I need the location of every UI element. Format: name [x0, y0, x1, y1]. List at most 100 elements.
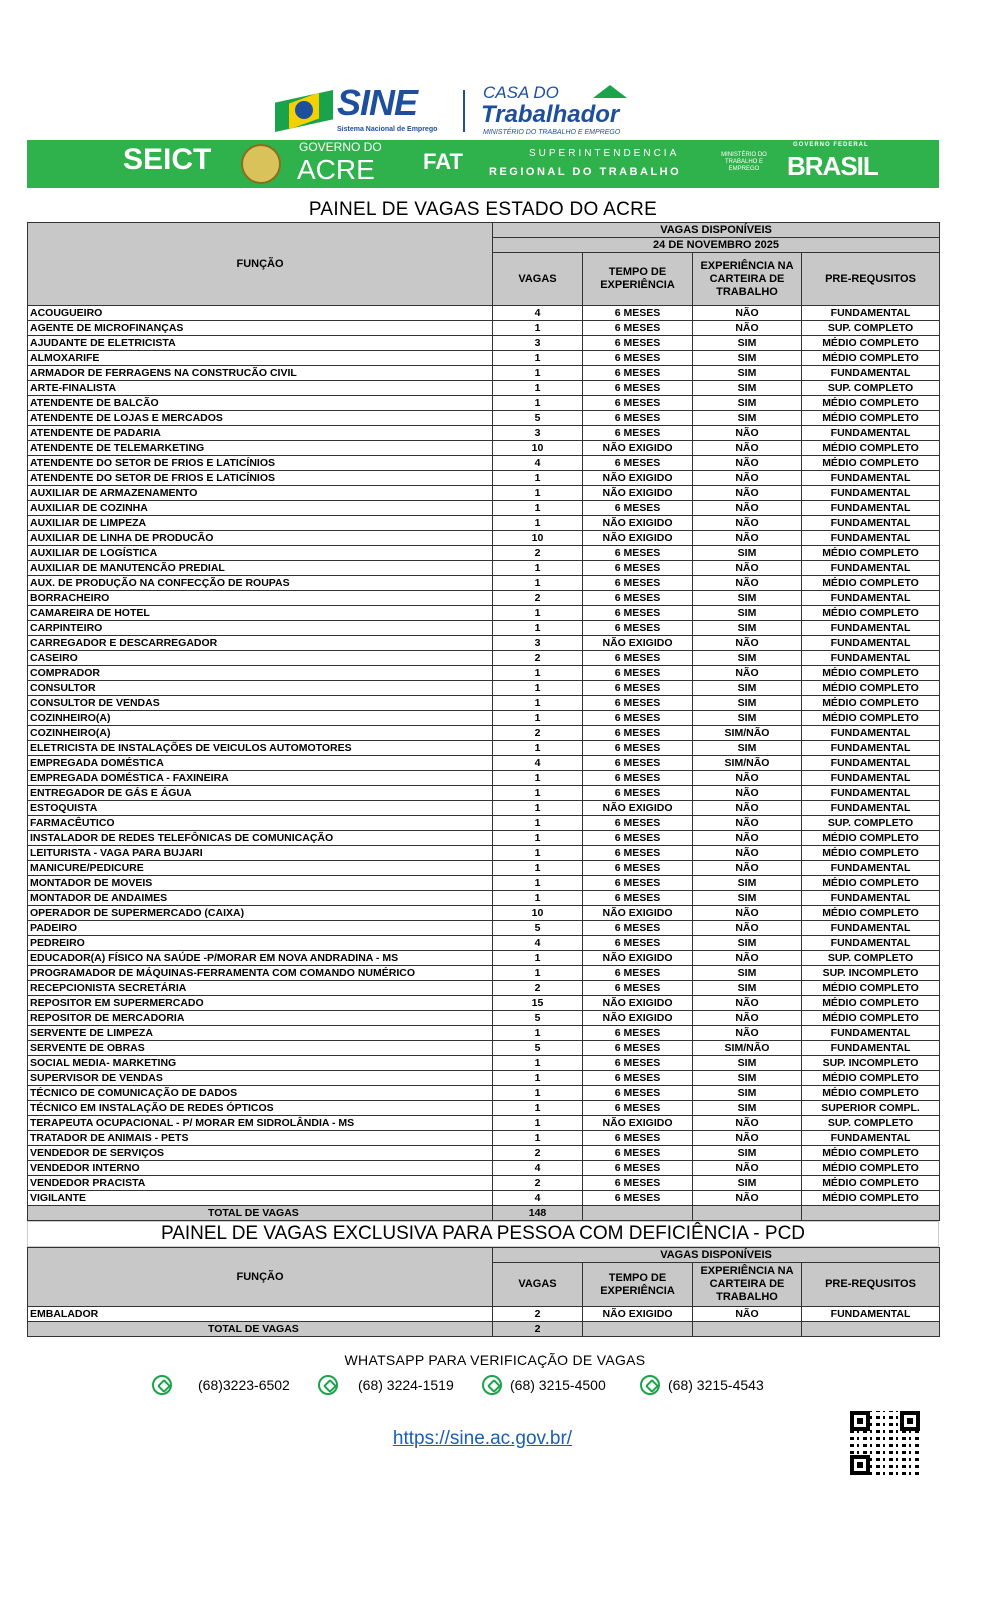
- cell-experiencia: SIM: [692, 1145, 802, 1161]
- cell-requisitos: FUNDAMENTAL: [800, 590, 941, 606]
- phone-number[interactable]: (68) 3224-1519: [358, 1377, 454, 1393]
- cell-vagas: 1: [492, 485, 583, 501]
- table-row: BORRACHEIRO 2 6 MESES SIM FUNDAMENTAL: [27, 590, 941, 606]
- cell-vagas: 1: [492, 1025, 583, 1041]
- phone-4[interactable]: (68) 3215-4543: [640, 1375, 764, 1395]
- cell-funcao: AUXILIAR DE LIMPEZA: [27, 515, 493, 531]
- cell-funcao: AGENTE DE MICROFINANÇAS: [27, 320, 493, 336]
- header-funcao: FUNÇÃO: [27, 222, 493, 306]
- cell-funcao: VENDEDOR DE SERVIÇOS: [27, 1145, 493, 1161]
- cell-requisitos: MÉDIO COMPLETO: [800, 980, 941, 996]
- sine-subtitle: Sistema Nacional de Emprego: [337, 126, 438, 133]
- cell-vagas: 1: [492, 380, 583, 396]
- cell-funcao: TERAPEUTA OCUPACIONAL - P/ MORAR EM SIDR…: [27, 1115, 493, 1131]
- cell-experiencia: SIM: [692, 395, 802, 411]
- governo-federal-text: GOVERNO FEDERAL: [793, 142, 869, 148]
- phone-number[interactable]: (68) 3215-4543: [668, 1377, 764, 1393]
- cell-vagas: 1: [492, 695, 583, 711]
- cell-tempo: NÃO EXIGIDO: [582, 485, 693, 501]
- cell-funcao: ENTREGADOR DE GÁS E ÁGUA: [27, 785, 493, 801]
- cell-requisitos: FUNDAMENTAL: [800, 470, 941, 486]
- cell-tempo: NÃO EXIGIDO: [582, 1115, 693, 1131]
- table-row: PEDREIRO 4 6 MESES SIM FUNDAMENTAL: [27, 935, 941, 951]
- phone-3[interactable]: (68) 3215-4500: [482, 1375, 606, 1395]
- cell-requisitos: FUNDAMENTAL: [800, 635, 941, 651]
- cell-experiencia: SIM: [692, 980, 802, 996]
- table-row: SERVENTE DE OBRAS 5 6 MESES SIM/NÃO FUNDAMEN…: [27, 1040, 941, 1056]
- phone-number[interactable]: (68) 3215-4500: [510, 1377, 606, 1393]
- cell-experiencia: SIM: [692, 365, 802, 381]
- cell-vagas: 5: [492, 920, 583, 936]
- table-row: OPERADOR DE SUPERMERCADO (CAIXA) 10 NÃO EX…: [27, 905, 941, 921]
- cell-experiencia: NÃO: [692, 320, 802, 336]
- cell-experiencia: NÃO: [692, 905, 802, 921]
- cell-tempo: 6 MESES: [582, 695, 693, 711]
- cell-requisitos: MÉDIO COMPLETO: [800, 455, 941, 471]
- cell-experiencia: SIM: [692, 590, 802, 606]
- cell-funcao: SOCIAL MEDIA- MARKETING: [27, 1055, 493, 1071]
- cell-vagas: 1: [492, 1085, 583, 1101]
- cell-funcao: REPOSITOR EM SUPERMERCADO: [27, 995, 493, 1011]
- phone-2[interactable]: (68) 3224-1519: [318, 1375, 454, 1395]
- brasil-logo: BRASIL: [787, 151, 879, 181]
- cell-requisitos: FUNDAMENTAL: [800, 365, 941, 381]
- cell-requisitos: MÉDIO COMPLETO: [800, 1010, 941, 1026]
- pcd-total-row: TOTAL DE VAGAS 2: [27, 1321, 941, 1337]
- table-row: VIGILANTE 4 6 MESES NÃO MÉDIO COMPLETO: [27, 1190, 941, 1206]
- cell-requisitos: FUNDAMENTAL: [800, 800, 941, 816]
- regional-trabalho-text: REGIONAL DO TRABALHO: [489, 166, 682, 178]
- cell-tempo: 6 MESES: [582, 980, 693, 996]
- cell-funcao: MANICURE/PEDICURE: [27, 860, 493, 876]
- phone-number[interactable]: (68)3223-6502: [198, 1377, 290, 1393]
- cell-requisitos: FUNDAMENTAL: [800, 485, 941, 501]
- total-label: TOTAL DE VAGAS: [27, 1205, 493, 1221]
- cell-vagas: 4: [492, 1190, 583, 1206]
- acre-coat-of-arms-icon: [241, 144, 281, 184]
- cell-vagas: 1: [492, 830, 583, 846]
- table-row: EMBALADOR 2 NÃO EXIGIDO NÃO FUNDAMENTAL: [27, 1306, 941, 1322]
- cell-experiencia: SIM: [692, 380, 802, 396]
- pcd-total-value: 2: [492, 1321, 583, 1337]
- table-row: ATENDENTE DE PADARIA 3 6 MESES NÃO FUNDAMENT…: [27, 425, 941, 441]
- phone-1[interactable]: (68)3223-6502: [152, 1375, 290, 1395]
- header-experiencia: EXPERIÊNCIA NA CARTEIRA DE TRABALHO: [692, 252, 802, 306]
- table-row: FARMACÊUTICO 1 6 MESES NÃO SUP. COMPLETO: [27, 815, 941, 831]
- cell-requisitos: FUNDAMENTAL: [800, 935, 941, 951]
- cell-funcao: EMPREGADA DOMÉSTICA: [27, 755, 493, 771]
- casa-do-text: CASA DO: [483, 83, 559, 102]
- content-flow: PAINEL DE VAGAS ESTADO DO ACRE FUNÇÃO VA…: [0, 198, 990, 1519]
- cell-funcao: CARREGADOR E DESCARREGADOR: [27, 635, 493, 651]
- table-row: MONTADOR DE MOVEIS 1 6 MESES SIM MÉDIO COMPL…: [27, 875, 941, 891]
- whatsapp-icon: [640, 1375, 660, 1395]
- whatsapp-icon: [152, 1375, 172, 1395]
- cell-tempo: 6 MESES: [582, 1130, 693, 1146]
- table-row: ALMOXARIFE 1 6 MESES SIM MÉDIO COMPLETO: [27, 350, 941, 366]
- cell-experiencia: NÃO: [692, 815, 802, 831]
- cell-experiencia: SIM: [692, 545, 802, 561]
- governo-do-text: GOVERNO DO: [299, 140, 382, 154]
- superintendencia-text: SUPERINTENDENCIA: [529, 148, 680, 159]
- cell-vagas: 1: [492, 845, 583, 861]
- sine-website-link[interactable]: https://sine.ac.gov.br/: [392, 1428, 573, 1449]
- cell-requisitos: SUP. COMPLETO: [800, 320, 941, 336]
- cell-experiencia: SIM/NÃO: [692, 1040, 802, 1056]
- whatsapp-label: WHATSAPP PARA VERIFICAÇÃO DE VAGAS: [344, 1352, 646, 1368]
- acre-logo-text: ACRE: [297, 154, 375, 185]
- cell-tempo: 6 MESES: [582, 785, 693, 801]
- cell-tempo: 6 MESES: [582, 770, 693, 786]
- cell-tempo: 6 MESES: [582, 395, 693, 411]
- cell-funcao: LEITURISTA - VAGA PARA BUJARI: [27, 845, 493, 861]
- cell-tempo: 6 MESES: [582, 590, 693, 606]
- cell-tempo: 6 MESES: [582, 545, 693, 561]
- table-row: AUX. DE PRODUÇÃO NA CONFECÇÃO DE ROUPAS 1…: [27, 575, 941, 591]
- cell-requisitos: MÉDIO COMPLETO: [800, 680, 941, 696]
- table-row: AUXILIAR DE LIMPEZA 1 NÃO EXIGIDO NÃO FUNDAM…: [27, 515, 941, 531]
- cell-vagas: 1: [492, 770, 583, 786]
- cell-tempo: 6 MESES: [582, 1160, 693, 1176]
- cell-experiencia: NÃO: [692, 1010, 802, 1026]
- cell-vagas: 1: [492, 1070, 583, 1086]
- cell-tempo: NÃO EXIGIDO: [582, 1306, 693, 1322]
- table-row: ARMADOR DE FERRAGENS NA CONSTRUCÃO CIVIL…: [27, 365, 941, 381]
- cell-vagas: 1: [492, 860, 583, 876]
- table-row: SOCIAL MEDIA- MARKETING 1 6 MESES SIM SUP. I…: [27, 1055, 941, 1071]
